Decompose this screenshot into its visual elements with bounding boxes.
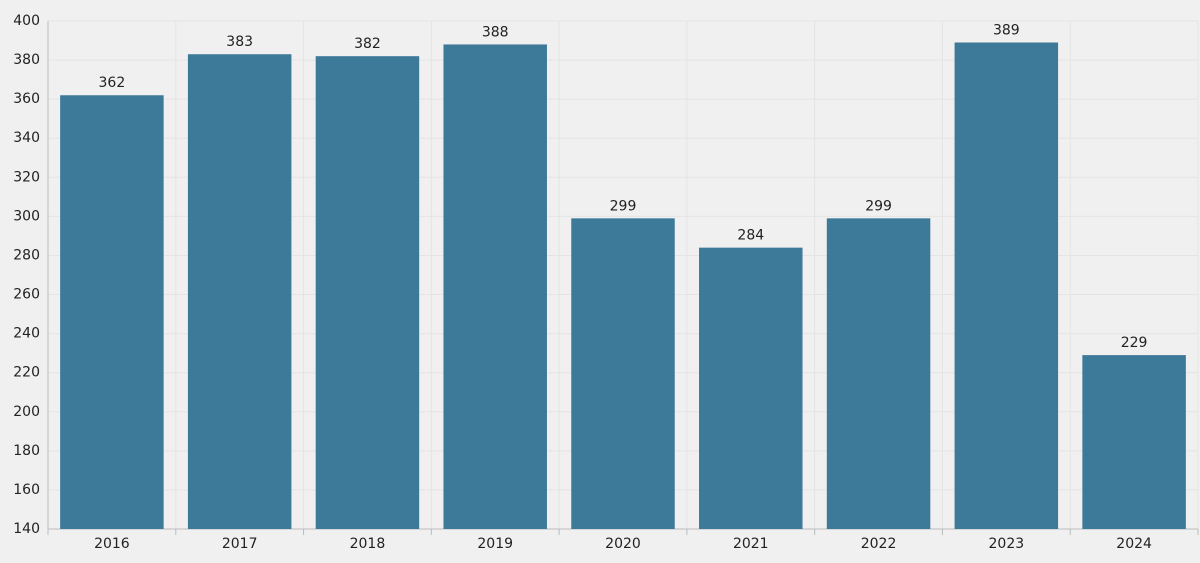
value-label: 284	[737, 228, 764, 244]
y-tick-label: 220	[13, 365, 40, 381]
value-label: 229	[1121, 335, 1148, 351]
y-tick-label: 200	[13, 404, 40, 420]
bar	[315, 56, 420, 530]
y-tick-label: 280	[13, 247, 40, 263]
bar	[571, 218, 675, 530]
bar	[187, 54, 292, 529]
bar	[443, 44, 547, 529]
y-tick-label: 240	[13, 326, 40, 342]
y-tick-label: 180	[13, 443, 40, 459]
x-tick-label: 2023	[989, 536, 1025, 552]
y-tick-label: 140	[13, 521, 40, 537]
x-tick-label: 2021	[733, 536, 769, 552]
y-tick-label: 340	[13, 130, 40, 146]
y-tick-label: 260	[13, 287, 40, 303]
value-label: 362	[99, 75, 126, 91]
y-tick-label: 380	[13, 52, 40, 68]
x-tick-label: 2017	[222, 536, 258, 552]
y-tick-label: 160	[13, 482, 40, 498]
x-tick-label: 2018	[350, 536, 386, 552]
y-tick-label: 300	[13, 208, 40, 224]
value-label: 383	[226, 34, 253, 50]
bar	[699, 247, 803, 529]
bar	[826, 218, 931, 530]
x-tick-label: 2024	[1116, 536, 1152, 552]
y-tick-label: 400	[13, 13, 40, 29]
bar	[954, 42, 1059, 529]
y-tick-label: 320	[13, 169, 40, 185]
bar	[60, 95, 164, 529]
y-tick-label: 360	[13, 91, 40, 107]
value-label: 388	[482, 24, 509, 40]
x-tick-label: 2019	[477, 536, 513, 552]
value-label: 299	[865, 198, 892, 214]
x-tick-label: 2020	[605, 536, 641, 552]
x-tick-label: 2016	[94, 536, 130, 552]
bar	[1082, 355, 1186, 529]
value-label: 299	[610, 198, 637, 214]
value-label: 389	[993, 22, 1020, 38]
value-label: 382	[354, 36, 381, 52]
x-tick-label: 2022	[861, 536, 897, 552]
